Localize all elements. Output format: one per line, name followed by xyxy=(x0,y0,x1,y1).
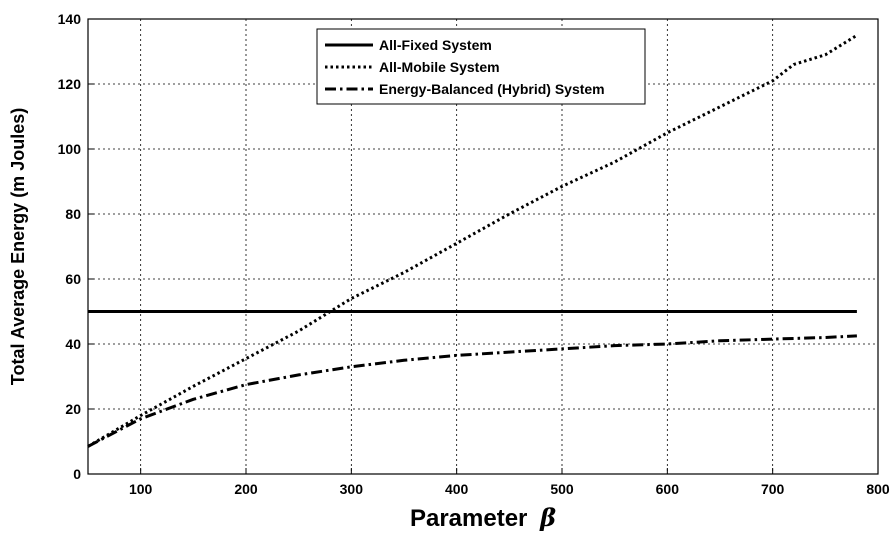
y-tick-label: 120 xyxy=(58,76,82,92)
x-axis-title-text: Parameter xyxy=(410,505,527,532)
x-tick-label: 300 xyxy=(340,481,364,497)
axis-ticks: 100 200 300 400 500 600 700 800 0 20 40 60 80 100 120 1… xyxy=(58,11,890,497)
y-tick-label: 60 xyxy=(65,271,81,287)
x-tick-label: 700 xyxy=(761,481,785,497)
x-tick-label: 200 xyxy=(234,481,258,497)
series-line-3 xyxy=(87,334,857,448)
y-tick-label: 140 xyxy=(58,11,82,27)
series-layer xyxy=(87,34,858,448)
x-tick-label: 800 xyxy=(866,481,890,497)
y-tick-label: 80 xyxy=(65,206,81,222)
series-line-2 xyxy=(87,34,858,448)
legend-label: All-Fixed System xyxy=(379,37,492,53)
plot-frame xyxy=(87,18,879,475)
x-axis-title-symbol: β xyxy=(539,503,556,532)
legend-box xyxy=(316,28,646,105)
y-tick-label: 0 xyxy=(73,466,81,482)
x-tick-label: 400 xyxy=(445,481,469,497)
y-tick-label: 100 xyxy=(58,141,82,157)
legend: All-Fixed System All-Mobile System Energy-… xyxy=(316,28,646,105)
x-tick-label: 100 xyxy=(129,481,153,497)
x-tick-label: 500 xyxy=(550,481,574,497)
y-tick-label: 40 xyxy=(65,336,81,352)
x-axis-title: Parameter β xyxy=(410,503,556,532)
legend-label: Energy-Balanced (Hybrid) System xyxy=(379,81,605,97)
x-tick-label: 600 xyxy=(656,481,680,497)
legend-label: All-Mobile System xyxy=(379,59,500,75)
y-axis-title: Total Average Energy (m Joules) xyxy=(8,108,28,385)
y-tick-label: 20 xyxy=(65,401,81,417)
